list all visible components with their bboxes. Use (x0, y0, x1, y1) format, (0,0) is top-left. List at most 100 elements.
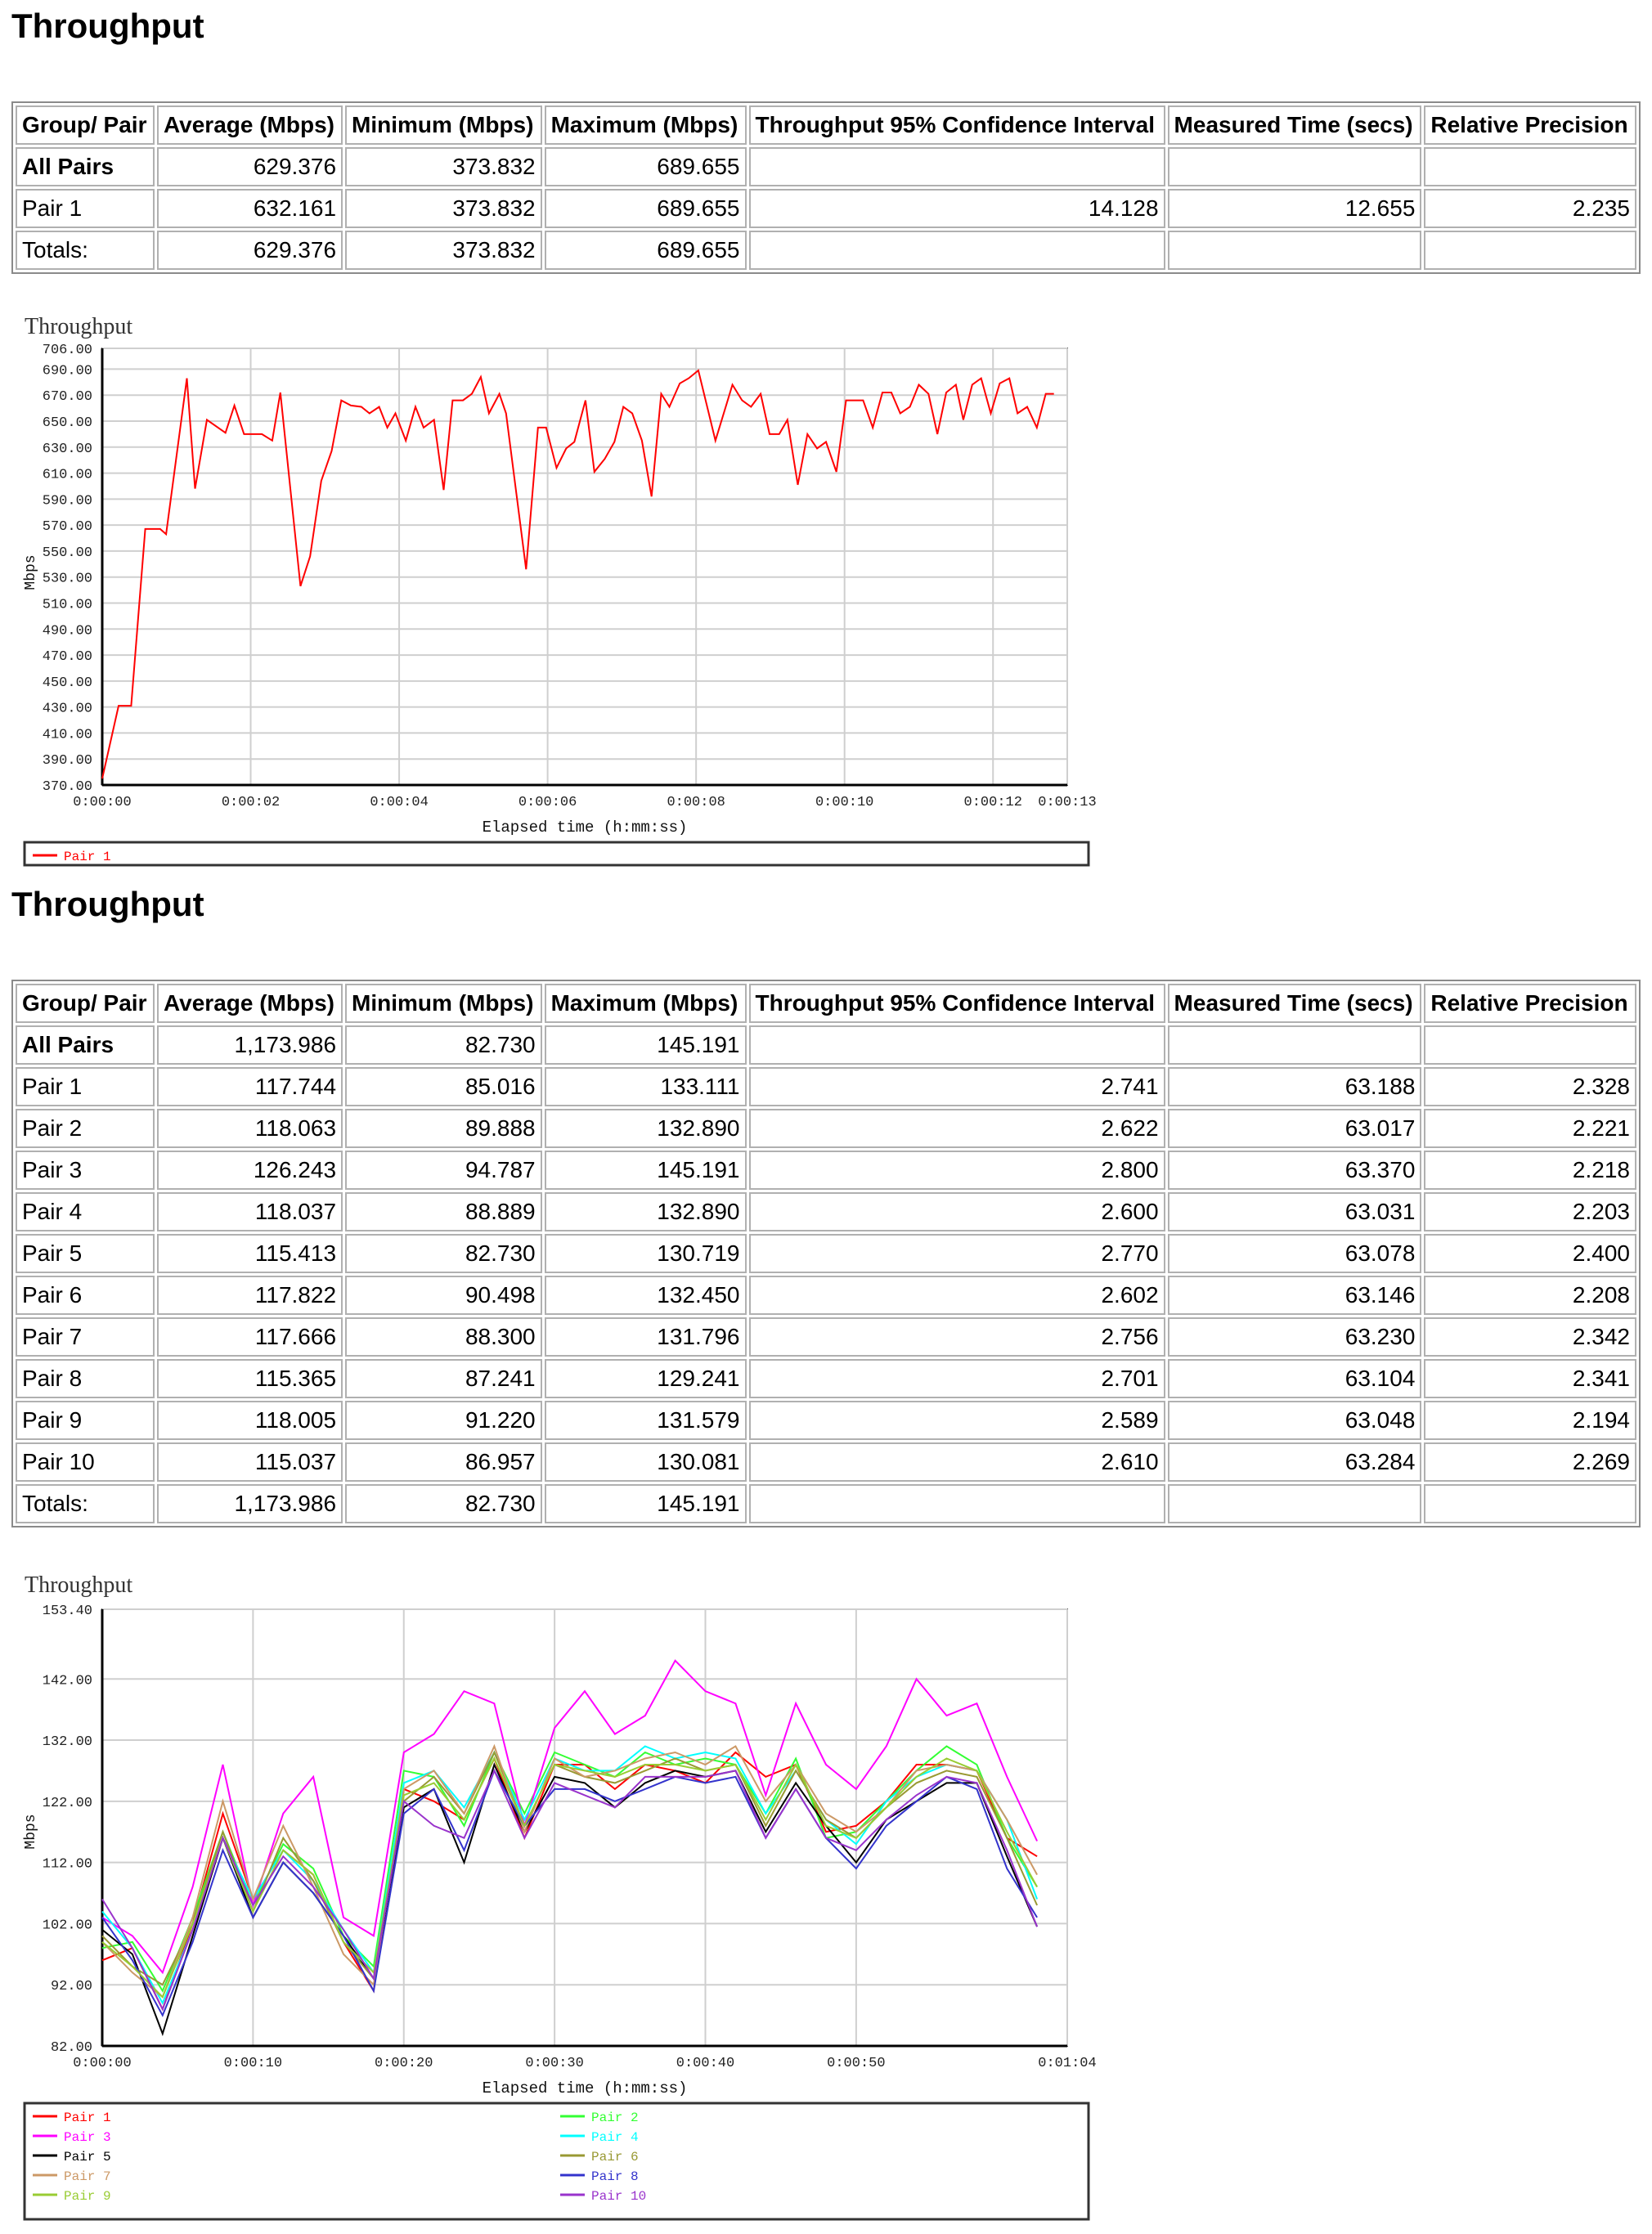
y-tick-label: 706.00 (43, 343, 92, 358)
throughput-summary-table: Group/ Pair Average (Mbps) Minimum (Mbps) M… (11, 101, 1641, 274)
plot-area (101, 1608, 1068, 2047)
legend-label: Pair 5 (64, 2150, 111, 2164)
x-tick-label: 0:00:02 (222, 795, 280, 810)
legend-item: Pair 2 (560, 2111, 639, 2125)
y-tick-label: 430.00 (43, 702, 92, 717)
legend-label: Pair 6 (591, 2150, 639, 2164)
table-header-row: Group/ Pair Average (Mbps) Minimum (Mbps) M… (16, 984, 1636, 1023)
table-cell: 63.284 (1167, 1442, 1422, 1482)
table-cell: 126.243 (156, 1151, 343, 1190)
series-line (101, 1756, 1038, 1998)
x-tick-label: 0:00:20 (375, 2056, 433, 2071)
y-axis-label: Mbps (23, 554, 39, 590)
column-header: Throughput 95% Confidence Interval (748, 984, 1165, 1023)
table-cell (1167, 231, 1422, 270)
legend-item: Pair 8 (560, 2169, 639, 2184)
table-cell: 1,173.986 (156, 1484, 343, 1523)
legend-label: Pair 2 (591, 2111, 639, 2125)
table-cell: 88.300 (345, 1317, 542, 1357)
table-cell: 82.730 (345, 1025, 542, 1065)
table-row: Pair 1 117.744 85.016 133.111 2.741 63.188 2.3… (16, 1067, 1636, 1106)
table-cell: 118.063 (156, 1109, 343, 1148)
y-tick-label: 690.00 (43, 363, 92, 379)
table-cell: 2.756 (748, 1317, 1165, 1357)
row-label: Pair 3 (16, 1151, 155, 1190)
legend-item: Pair 3 (33, 2130, 111, 2145)
section-heading: Throughput (11, 885, 204, 923)
table-cell: 117.744 (156, 1067, 343, 1106)
legend-label: Pair 1 (64, 2111, 111, 2125)
legend-item: Pair 6 (560, 2150, 639, 2164)
x-tick-label: 0:00:10 (815, 795, 873, 810)
table-row: Totals: 1,173.986 82.730 145.191 (16, 1484, 1636, 1523)
x-tick-label: 0:00:00 (73, 795, 131, 810)
table-cell (748, 147, 1165, 186)
table-cell: 2.600 (748, 1192, 1165, 1231)
row-label: Pair 1 (16, 189, 155, 228)
table-cell (1167, 1025, 1422, 1065)
legend-item: Pair 5 (33, 2150, 111, 2164)
legend-item: Pair 4 (560, 2130, 639, 2145)
table-cell: 88.889 (345, 1192, 542, 1231)
row-label: Totals: (16, 231, 155, 270)
table-cell: 132.450 (544, 1276, 747, 1315)
legend-item: Pair 1 (33, 850, 111, 864)
table-cell: 85.016 (345, 1067, 542, 1106)
y-tick-label: 570.00 (43, 519, 92, 535)
table-cell: 63.230 (1167, 1317, 1422, 1357)
table-cell: 145.191 (544, 1151, 747, 1190)
table-cell: 2.741 (748, 1067, 1165, 1106)
table-cell: 2.800 (748, 1151, 1165, 1190)
x-tick-label: 0:00:50 (827, 2056, 885, 2071)
table-cell: 131.796 (544, 1317, 747, 1357)
table-cell: 2.341 (1424, 1359, 1636, 1398)
column-header: Relative Precision (1424, 105, 1636, 145)
table-row: All Pairs 1,173.986 82.730 145.191 (16, 1025, 1636, 1065)
table-cell: 63.370 (1167, 1151, 1422, 1190)
y-tick-label: 470.00 (43, 649, 92, 665)
table-cell (748, 1025, 1165, 1065)
throughput-chart: Throughput 370.00 390.00 410.00 430.00 450.00… (23, 314, 1097, 867)
x-axis-label: Elapsed time (h:mm:ss) (483, 819, 688, 837)
table-cell: 373.832 (345, 147, 542, 186)
legend-label: Pair 4 (591, 2130, 639, 2145)
y-tick-label: 102.00 (43, 1918, 92, 1933)
legend-item: Pair 9 (33, 2189, 111, 2204)
table-cell: 115.365 (156, 1359, 343, 1398)
y-tick-label: 122.00 (43, 1796, 92, 1811)
x-axis-label: Elapsed time (h:mm:ss) (483, 2079, 688, 2097)
table-row: Totals: 629.376 373.832 689.655 (16, 231, 1636, 270)
table-cell: 132.890 (544, 1192, 747, 1231)
table-header-row: Group/ Pair Average (Mbps) Minimum (Mbps) M… (16, 105, 1636, 145)
x-tick-label: 0:00:40 (676, 2056, 734, 2071)
y-tick-label: 82.00 (51, 2040, 92, 2056)
table-cell: 14.128 (748, 189, 1165, 228)
table-row: Pair 9 118.005 91.220 131.579 2.589 63.048 2.1… (16, 1401, 1636, 1440)
table-cell (1424, 1484, 1636, 1523)
table-row: Pair 3 126.243 94.787 145.191 2.800 63.370 2.2… (16, 1151, 1636, 1190)
table-cell: 89.888 (345, 1109, 542, 1148)
table-cell: 118.005 (156, 1401, 343, 1440)
throughput-chart: Throughput 82.00 92.00 102.00 112.00 122.00 13… (23, 1572, 1097, 2221)
table-cell: 629.376 (156, 147, 343, 186)
table-cell: 2.602 (748, 1276, 1165, 1315)
x-tick-label: 0:00:08 (667, 795, 725, 810)
table-cell: 63.031 (1167, 1192, 1422, 1231)
table-row: All Pairs 629.376 373.832 689.655 (16, 147, 1636, 186)
y-tick-label: 370.00 (43, 779, 92, 795)
legend-item: Pair 7 (33, 2169, 111, 2184)
table-cell: 2.235 (1424, 189, 1636, 228)
table-cell: 689.655 (544, 147, 747, 186)
table-cell: 131.579 (544, 1401, 747, 1440)
table-cell: 2.622 (748, 1109, 1165, 1148)
table-cell: 12.655 (1167, 189, 1422, 228)
table-cell: 629.376 (156, 231, 343, 270)
table-row: Pair 4 118.037 88.889 132.890 2.600 63.031 2.2… (16, 1192, 1636, 1231)
series-line (101, 369, 1054, 779)
row-label: All Pairs (16, 147, 155, 186)
table-cell: 2.400 (1424, 1234, 1636, 1273)
legend-box (23, 2102, 1090, 2221)
table-cell: 145.191 (544, 1484, 747, 1523)
legend-label: Pair 8 (591, 2169, 639, 2184)
y-tick-label: 390.00 (43, 753, 92, 769)
